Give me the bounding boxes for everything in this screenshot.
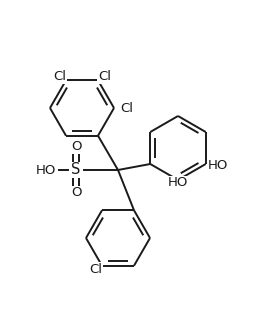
Text: HO: HO [208,159,228,172]
Text: Cl: Cl [98,70,111,83]
Text: O: O [71,186,81,199]
Text: Cl: Cl [89,263,102,276]
Text: S: S [71,162,81,177]
Text: O: O [71,141,81,154]
Text: HO: HO [36,163,56,176]
Text: Cl: Cl [120,101,133,114]
Text: HO: HO [168,176,188,190]
Text: Cl: Cl [53,70,66,83]
